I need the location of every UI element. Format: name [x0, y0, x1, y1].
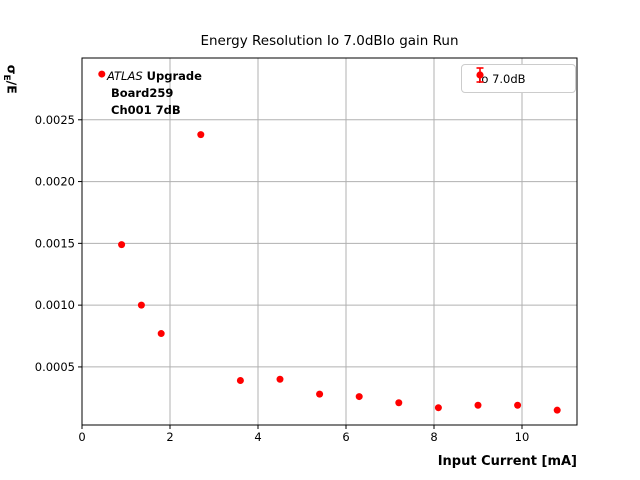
data-point [316, 390, 324, 398]
data-point [197, 131, 205, 139]
annotation-line-3: Ch001 7dB [111, 103, 181, 117]
y-tick-label: 0.0010 [35, 298, 75, 312]
data-point [118, 241, 126, 249]
legend-box: Io 7.0dB [461, 64, 576, 93]
data-point [236, 377, 244, 385]
x-tick-label: 2 [166, 430, 173, 444]
y-axis-label: σE/E [1, 55, 20, 103]
x-tick-label: 10 [515, 430, 530, 444]
y-tick-label: 0.0015 [35, 236, 75, 250]
x-axis-label: Input Current [mA] [437, 454, 577, 469]
data-point [553, 406, 561, 414]
x-tick-label: 0 [78, 430, 85, 444]
y-tick-label: 0.0025 [35, 113, 75, 127]
data-point [276, 375, 284, 383]
annotation-line-1: ATLAS Upgrade [107, 68, 202, 85]
data-point [474, 401, 482, 409]
chart-title: Energy Resolution Io 7.0dBIo gain Run [200, 33, 459, 49]
x-tick-label: 8 [430, 430, 437, 444]
legend-label: Io 7.0dB [478, 71, 526, 86]
ylabel-sigma: σ [4, 64, 20, 75]
y-tick-label: 0.0005 [35, 360, 75, 374]
data-point [395, 399, 403, 407]
data-point [137, 301, 145, 309]
annotation-block: ATLAS Upgrade Board259 Ch001 7dB [107, 68, 202, 119]
annotation-upgrade: Upgrade [142, 69, 202, 83]
x-tick-label: 6 [342, 430, 349, 444]
data-point [157, 330, 165, 338]
annotation-atlas: ATLAS [107, 69, 143, 83]
data-point [434, 404, 442, 412]
x-tick-label: 4 [254, 430, 261, 444]
annotation-line-2: Board259 [111, 86, 174, 100]
data-point [98, 70, 106, 78]
y-tick-label: 0.0020 [35, 175, 75, 189]
data-point [514, 401, 522, 409]
errorbar-marker-icon [476, 67, 484, 83]
data-point [355, 393, 363, 401]
ylabel-rest: /E [4, 80, 20, 94]
axes-spines [81, 57, 578, 426]
